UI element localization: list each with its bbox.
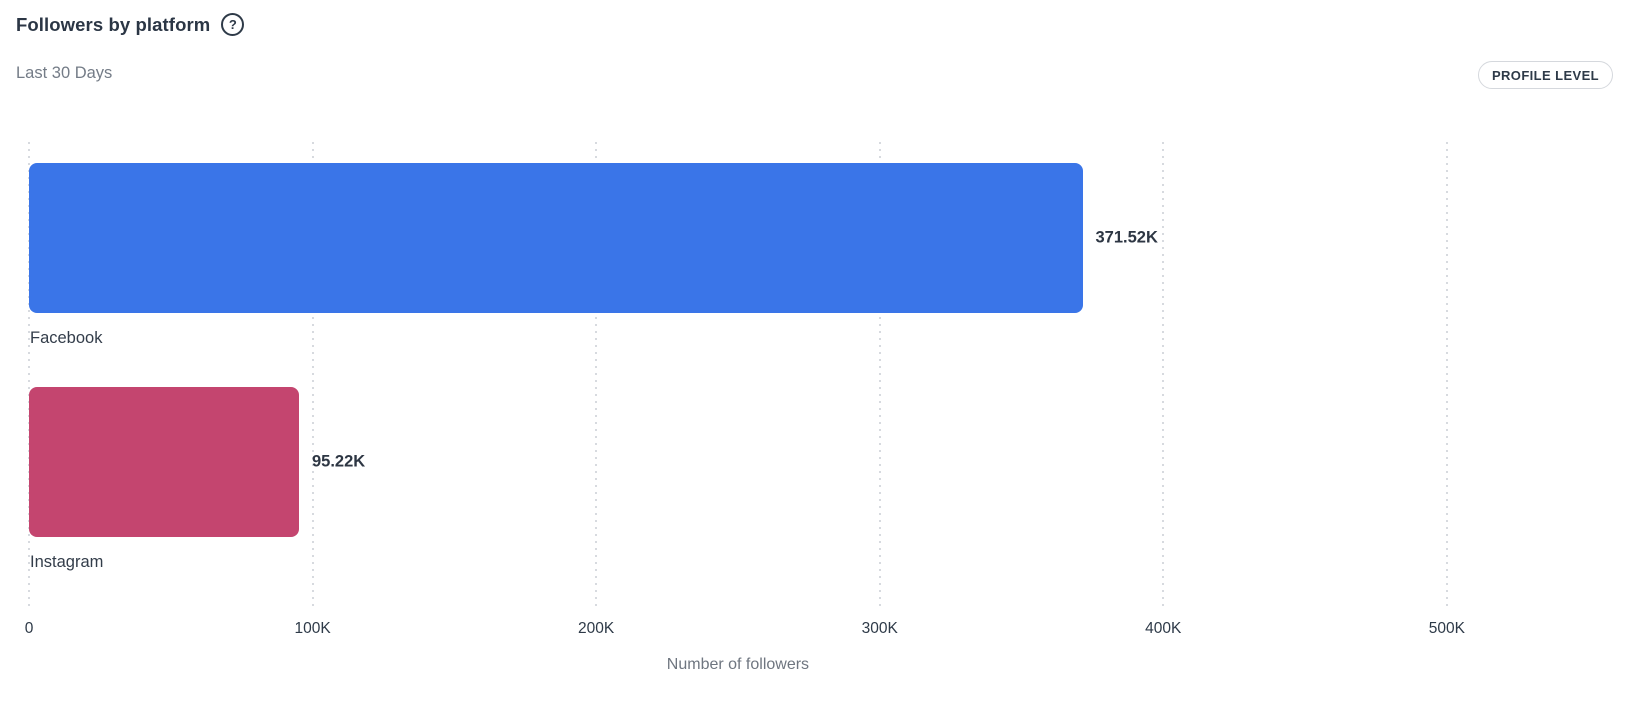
chart-header: Followers by platform ? <box>16 13 245 36</box>
gridline-100k <box>311 142 314 608</box>
chart-title: Followers by platform <box>16 13 211 35</box>
gridline-500k <box>1445 142 1448 608</box>
x-tick-200k: 200K <box>578 620 615 637</box>
date-range-label: Last 30 Days <box>16 64 113 82</box>
x-tick-300k: 300K <box>861 620 898 637</box>
gridline-200k <box>595 142 598 608</box>
facebook-value-label: 371.52K <box>1095 228 1158 247</box>
gridline-400k <box>1162 142 1165 608</box>
x-axis-title: Number of followers <box>666 656 810 673</box>
facebook-category-label: Facebook <box>30 329 103 347</box>
help-icon[interactable]: ? <box>221 13 245 36</box>
x-tick-400k: 400K <box>1145 620 1182 637</box>
x-tick-100k: 100K <box>294 620 331 637</box>
x-tick-0: 0 <box>24 620 34 637</box>
gridline-300k <box>878 142 881 608</box>
instagram-value-label: 95.22K <box>312 452 366 471</box>
instagram-bar[interactable] <box>29 387 299 537</box>
facebook-bar[interactable] <box>29 163 1083 313</box>
followers-bar-chart: 371.52K Facebook 95.22K Instagram Number of… <box>25 142 1634 704</box>
instagram-category-label: Instagram <box>30 553 104 571</box>
plot-area: 371.52K Facebook 95.22K Instagram <box>28 142 1634 608</box>
profile-level-badge[interactable]: PROFILE LEVEL <box>1477 61 1613 89</box>
x-tick-500k: 500K <box>1428 620 1465 637</box>
gridline-0 <box>28 142 30 608</box>
